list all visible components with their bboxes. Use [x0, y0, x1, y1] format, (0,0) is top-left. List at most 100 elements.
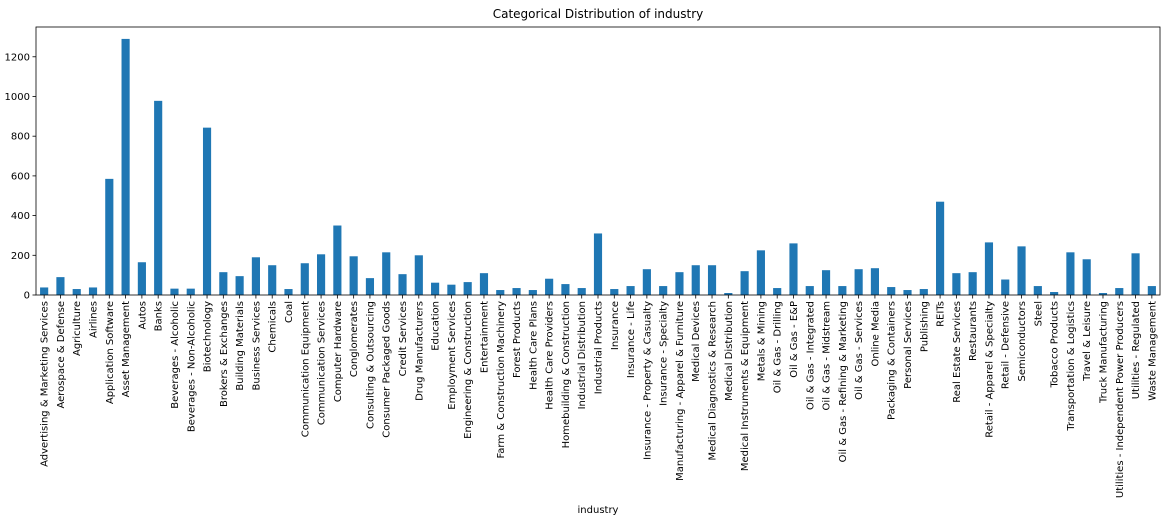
x-tick-label: Asset Management — [121, 301, 132, 397]
x-tick-label: Retail - Apparel & Specialty — [984, 301, 995, 438]
bar — [365, 278, 375, 295]
y-axis: 0 200 400 600 800 1000 1200 — [5, 52, 36, 302]
x-tick-label: Travel & Leisure — [1082, 301, 1093, 382]
x-tick-label: Metals & Mining — [756, 301, 767, 381]
x-tick-label: Medical Instruments & Equipment — [740, 301, 751, 471]
bar — [447, 284, 456, 295]
y-tick-label: 0 — [24, 291, 30, 302]
bar — [854, 269, 863, 295]
bar — [88, 287, 98, 295]
bar — [561, 284, 570, 295]
bar — [284, 289, 293, 295]
x-tick-label: Beverages - Non-Alcoholic — [186, 301, 197, 432]
bar — [952, 273, 961, 295]
bar — [903, 290, 912, 295]
bar — [170, 288, 179, 295]
x-tick-label: Real Estate Services — [952, 301, 963, 403]
bar — [887, 287, 896, 295]
x-tick-label: Oil & Gas - Refining & Marketing — [838, 301, 849, 462]
bar — [740, 271, 749, 295]
bar — [675, 272, 684, 295]
x-tick-label: Restaurants — [968, 301, 979, 361]
bar — [821, 270, 831, 295]
bar — [626, 286, 635, 295]
x-axis: Advertising & Marketing Services Aerospac… — [40, 295, 1158, 498]
x-tick-label: REITs — [936, 301, 947, 327]
x-tick-label: Truck Manufacturing — [1098, 301, 1109, 404]
bar — [40, 287, 49, 295]
x-tick-label: Insurance - Property & Casualty — [642, 301, 653, 460]
x-tick-label: Credit Services — [398, 301, 409, 376]
bar — [707, 265, 717, 295]
bar — [870, 268, 879, 295]
x-tick-label: Waste Management — [1147, 301, 1158, 401]
x-tick-label: Computer Hardware — [333, 301, 344, 402]
bar — [691, 265, 700, 295]
x-tick-label: Personal Services — [903, 301, 914, 389]
x-tick-label: Manufacturing - Apparel & Furniture — [675, 301, 686, 481]
bar — [838, 286, 847, 295]
x-tick-label: Transportation & Logistics — [1066, 301, 1077, 432]
bar — [773, 288, 782, 295]
bar — [593, 233, 603, 295]
y-tick-label: 1200 — [5, 52, 30, 63]
x-tick-label: Aerospace & Defense — [56, 301, 67, 409]
x-tick-label: Tobacco Products — [1050, 301, 1061, 388]
bar — [1115, 288, 1124, 295]
bar — [1098, 293, 1108, 295]
x-tick-label: Brokers & Exchanges — [219, 301, 230, 407]
bar — [496, 290, 505, 295]
x-tick-label: Application Software — [105, 301, 116, 404]
x-tick-label: Chemicals — [268, 301, 279, 353]
bar — [1001, 279, 1010, 295]
x-tick-label: Communication Equipment — [300, 301, 311, 437]
x-tick-label: Steel — [1033, 301, 1044, 326]
x-tick-label: Insurance — [610, 301, 621, 350]
x-tick-label: Insurance - Specialty — [659, 301, 670, 406]
bar — [300, 263, 309, 295]
bar — [610, 289, 619, 295]
bar — [479, 273, 489, 295]
bar — [528, 290, 537, 295]
x-tick-label: Publishing — [919, 301, 930, 352]
bar — [1017, 246, 1026, 295]
x-tick-label: Insurance - Life — [626, 301, 637, 378]
x-tick-label: Employment Services — [447, 301, 458, 410]
bar — [1131, 253, 1140, 295]
x-tick-label: Semiconductors — [1017, 301, 1028, 382]
x-tick-label: Beverages - Alcoholic — [170, 301, 181, 409]
bar — [154, 100, 163, 295]
x-tick-label: Medical Devices — [691, 301, 702, 382]
x-tick-label: Industrial Products — [594, 301, 605, 394]
x-tick-label: Oil & Gas - Services — [854, 301, 865, 400]
x-tick-label: Oil & Gas - Drilling — [773, 301, 784, 393]
x-tick-label: Building Materials — [235, 301, 246, 391]
bar — [414, 255, 423, 295]
bar — [382, 252, 391, 295]
bar — [1066, 252, 1075, 295]
bar — [936, 201, 945, 295]
x-tick-label: Retail - Defensive — [1001, 301, 1012, 389]
bar — [659, 286, 668, 295]
x-tick-label: Agriculture — [72, 301, 83, 356]
bar — [186, 288, 195, 295]
x-tick-label: Health Care Plans — [528, 301, 539, 390]
bar — [1033, 286, 1042, 295]
bar — [251, 257, 260, 295]
bar — [724, 293, 733, 295]
bar — [577, 288, 586, 295]
bar — [333, 225, 342, 295]
x-tick-label: Oil & Gas - Midstream — [822, 301, 833, 410]
x-tick-label: Forest Products — [512, 301, 523, 378]
bar — [219, 272, 228, 295]
y-tick-label: 400 — [11, 211, 30, 222]
bar — [463, 282, 472, 295]
x-tick-label: Consumer Packaged Goods — [382, 301, 393, 438]
x-tick-label: Education — [431, 301, 442, 351]
x-tick-label: Airlines — [89, 301, 100, 338]
x-tick-label: Coal — [284, 301, 295, 323]
plot-frame — [35, 26, 1161, 296]
bar — [72, 289, 81, 295]
bar — [431, 282, 440, 295]
bar — [1147, 286, 1156, 295]
